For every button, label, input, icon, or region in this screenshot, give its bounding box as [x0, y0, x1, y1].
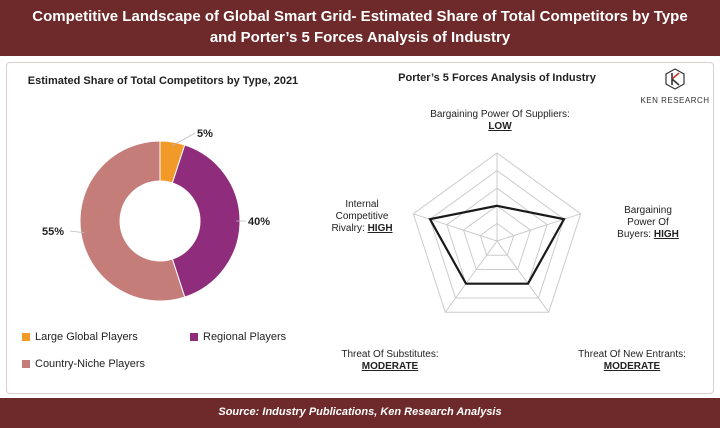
radar-axis-name-new-entrants: Threat Of New Entrants: — [578, 349, 686, 360]
footer-source: Source: Industry Publications, Ken Resea… — [0, 398, 720, 428]
legend-label-large-global: Large Global Players — [35, 331, 138, 343]
radar-axis-level-buyers: HIGH — [653, 229, 679, 240]
header-title-line-1: Competitive Landscape of Global Smart Gr… — [32, 8, 688, 25]
radar-axis-name-suppliers: Bargaining Power Of Suppliers: — [430, 109, 570, 120]
donut-data-label-2: 55% — [42, 226, 64, 238]
radar-series-polygon — [428, 204, 566, 285]
donut-data-label-0: 5% — [197, 128, 213, 140]
radar-axis-level-rivalry: HIGH — [367, 223, 393, 234]
radar-chart-title: Porter’s 5 Forces Analysis of Industry — [398, 72, 596, 84]
legend-item-large-global: Large Global Players — [22, 331, 138, 343]
content-panel — [6, 62, 714, 394]
radar-spoke-1 — [496, 213, 581, 242]
ken-research-logo-icon — [665, 68, 685, 90]
legend-swatch-large-global — [22, 333, 30, 341]
logo-text: KEN RESEARCH — [640, 96, 710, 105]
radar-grid-ring-1 — [479, 222, 515, 256]
radar-grid-ring-5 — [412, 152, 582, 313]
radar-axis-level-new-entrants: MODERATE — [603, 361, 661, 372]
donut-data-label-1: 40% — [248, 216, 270, 228]
header-banner: Competitive Landscape of Global Smart Gr… — [0, 0, 720, 56]
radar-label-buyers: Bargaining Power Of Buyers: HIGH — [610, 205, 686, 241]
radar-label-rivalry: Internal Competitive Rivalry: HIGH — [322, 199, 402, 235]
radar-axis-name-substitutes: Threat Of Substitutes: — [341, 349, 439, 360]
radar-spoke-3 — [444, 240, 498, 313]
donut-leader-line-2 — [69, 230, 85, 234]
radar-grid-ring-4 — [429, 169, 565, 299]
radar-label-new-entrants: Threat Of New Entrants: MODERATE — [552, 349, 712, 373]
donut-chart-title: Estimated Share of Total Competitors by … — [27, 75, 299, 87]
legend-label-regional: Regional Players — [203, 331, 287, 343]
radar-label-substitutes: Threat Of Substitutes: MODERATE — [310, 349, 470, 373]
radar-spoke-2 — [496, 240, 550, 313]
radar-axis-level-substitutes: MODERATE — [361, 361, 419, 372]
ken-research-logo: KEN RESEARCH — [640, 68, 710, 105]
legend-item-country-niche: Country-Niche Players — [22, 358, 145, 370]
legend-item-regional: Regional Players — [190, 331, 286, 343]
radar-label-suppliers: Bargaining Power Of Suppliers: LOW — [430, 109, 570, 133]
radar-axis-level-suppliers: LOW — [488, 121, 512, 132]
legend-label-country-niche: Country-Niche Players — [35, 358, 146, 370]
donut-slice-2 — [79, 140, 186, 302]
donut-leader-line-0 — [171, 132, 196, 147]
radar-grid-ring-2 — [462, 205, 532, 270]
legend-swatch-country-niche — [22, 360, 30, 368]
donut-slice-1 — [171, 144, 241, 298]
radar-axis-name-rivalry: Internal Competitive Rivalry: — [331, 199, 389, 234]
radar-spoke-4 — [413, 213, 498, 242]
radar-axis-name-buyers: Bargaining Power Of Buyers: — [617, 205, 672, 240]
header-title-line-2: and Porter’s 5 Forces Analysis of Indust… — [209, 29, 511, 46]
legend-swatch-regional — [190, 333, 198, 341]
